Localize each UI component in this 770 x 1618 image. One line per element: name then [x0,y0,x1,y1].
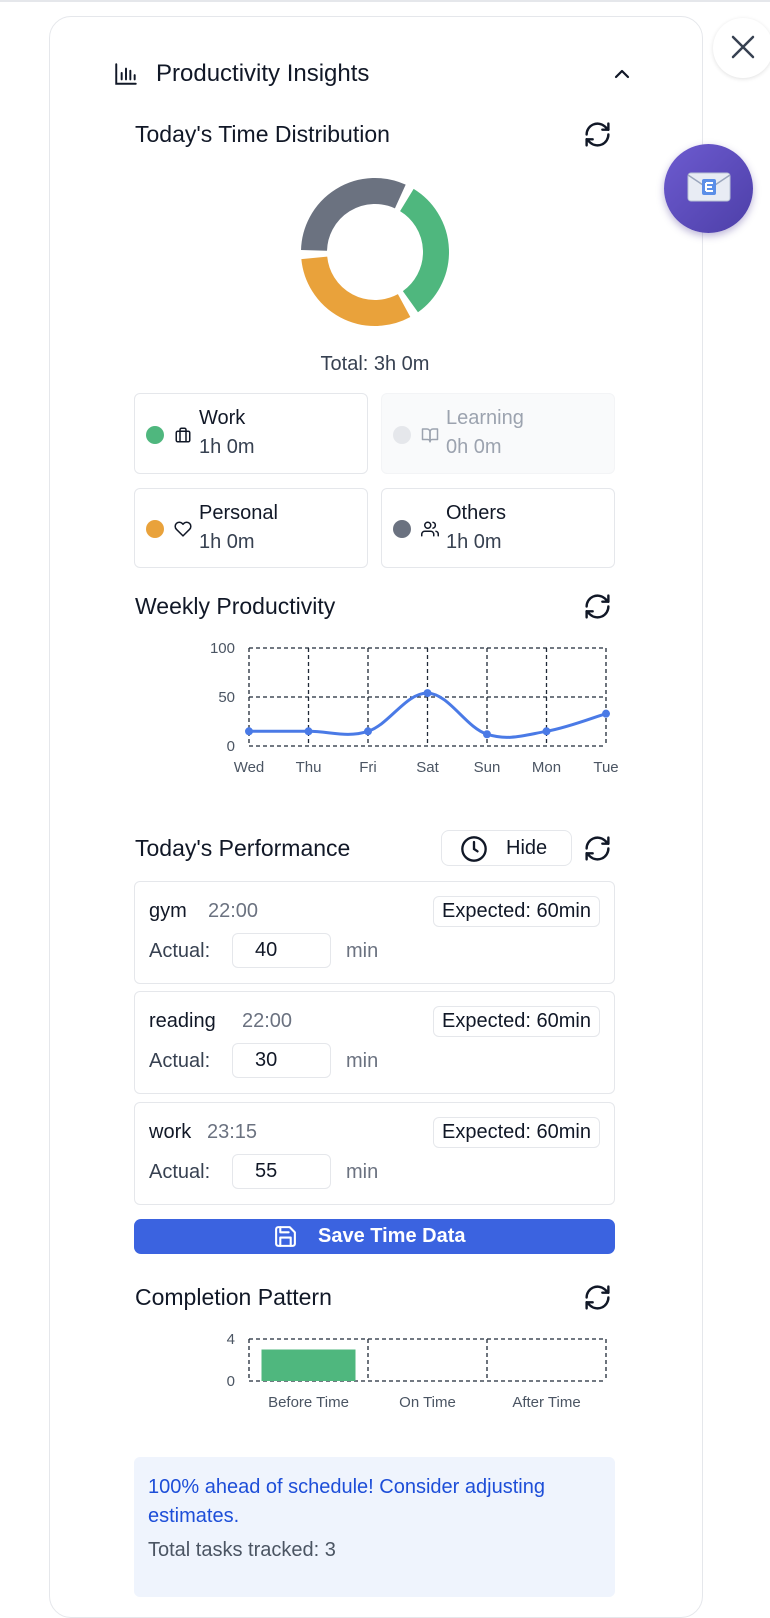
weekly-data-point [364,727,372,736]
weekly-data-point [602,709,610,718]
distribution-title: Today's Time Distribution [135,121,390,147]
save-time-data-button[interactable]: Save Time Data [134,1219,615,1254]
top-border [0,0,770,2]
weekly-x-tick: Mon [532,759,561,776]
refresh-performance-icon[interactable] [583,834,612,863]
category-name: Personal [199,502,278,524]
task-name: gym [149,900,187,922]
weekly-x-tick: Sat [416,759,439,776]
category-name: Learning [446,407,524,429]
weekly-data-point [304,727,313,736]
donut-slice-work [399,188,449,313]
task-name: work [149,1121,192,1143]
refresh-completion-icon[interactable] [583,1283,612,1312]
close-icon [728,32,758,62]
hide-label: Hide [506,837,548,859]
hide-button[interactable]: Hide [441,830,572,866]
category-name: Others [446,502,507,524]
clock-icon [460,835,488,863]
weekly-x-tick: Thu [296,759,322,776]
task-time: 23:15 [207,1121,258,1143]
completion-x-tick: Before Time [268,1394,349,1411]
actual-label: Actual: [149,940,211,962]
envelope-icon [687,170,731,204]
insight-message: 100% ahead of schedule! Consider adjusti… [148,1476,545,1527]
weekly-data-point [542,727,551,736]
weekly-data-point [483,730,491,739]
completion-x-tick: On Time [399,1394,456,1411]
weekly-x-tick: Fri [359,759,377,776]
task-name: reading [149,1010,216,1032]
weekly-data-point [245,727,253,736]
actual-minutes-input[interactable] [232,933,331,968]
refresh-weekly-icon[interactable] [583,592,612,621]
briefcase-icon [174,426,192,444]
category-card-personal[interactable]: Personal 1h 0m [134,488,368,568]
donut-slice-personal [301,256,411,326]
users-icon [421,520,439,538]
unit-label: min [346,1050,379,1072]
expected-badge: Expected: 60min [433,896,600,927]
completion-y-tick: 0 [227,1373,235,1390]
weekly-line-chart: 100 50 0 Wed Thu Fri Sat Sun Mon Tue [210,640,619,776]
completion-x-tick: After Time [512,1394,580,1411]
category-value: 1h 0m [446,531,502,553]
category-value: 0h 0m [446,436,502,458]
work-color-dot [146,426,164,444]
weekly-x-tick: Tue [593,759,618,776]
actual-label: Actual: [149,1161,211,1183]
performance-title: Today's Performance [135,835,351,861]
expected-badge: Expected: 60min [433,1117,600,1148]
completion-title: Completion Pattern [135,1284,332,1310]
total-time-label: Total: 3h 0m [320,353,430,375]
unit-label: min [346,940,379,962]
personal-color-dot [146,520,164,538]
time-donut-chart [301,178,449,326]
completion-bar-chart: 4 0 Before Time On Time After Time [227,1331,607,1411]
heart-icon [174,520,192,538]
save-label: Save Time Data [318,1225,466,1247]
completion-y-tick: 4 [227,1331,235,1348]
close-button[interactable] [713,18,770,78]
weekly-y-tick: 50 [218,689,235,706]
weekly-y-tick: 0 [227,738,235,755]
completion-bar [261,1349,356,1381]
insights-panel [49,16,703,1618]
bar-chart-icon [113,61,139,87]
category-name: Work [199,407,246,429]
weekly-x-tick: Wed [234,759,265,776]
refresh-distribution-icon[interactable] [583,120,612,149]
task-time: 22:00 [242,1010,293,1032]
actual-label: Actual: [149,1050,211,1072]
weekly-y-tick: 100 [210,640,235,657]
insight-note: 100% ahead of schedule! Consider adjusti… [134,1457,615,1597]
total-tasks-tracked: Total tasks tracked: 3 [148,1539,336,1561]
mail-button[interactable] [664,144,753,233]
unit-label: min [346,1161,379,1183]
learning-color-dot [393,426,411,444]
book-icon [421,426,439,444]
expected-badge: Expected: 60min [433,1006,600,1037]
chevron-up-icon[interactable] [608,62,636,86]
actual-minutes-input[interactable] [232,1154,331,1189]
donut-slice-others [301,178,406,252]
panel-title: Productivity Insights [156,60,370,87]
weekly-title: Weekly Productivity [135,593,336,619]
others-color-dot [393,520,411,538]
task-time: 22:00 [208,900,259,922]
save-icon [273,1224,298,1249]
task-card-work: work 23:15 Expected: 60min Actual: min [134,1102,615,1205]
category-value: 1h 0m [199,436,255,458]
category-card-learning[interactable]: Learning 0h 0m [381,393,615,474]
category-card-others[interactable]: Others 1h 0m [381,488,615,568]
task-card-reading: reading 22:00 Expected: 60min Actual: mi… [134,991,615,1094]
category-card-work[interactable]: Work 1h 0m [134,393,368,474]
task-card-gym: gym 22:00 Expected: 60min Actual: min [134,881,615,984]
actual-minutes-input[interactable] [232,1043,331,1078]
category-value: 1h 0m [199,531,255,553]
weekly-x-tick: Sun [474,759,501,776]
weekly-data-point [423,689,432,698]
